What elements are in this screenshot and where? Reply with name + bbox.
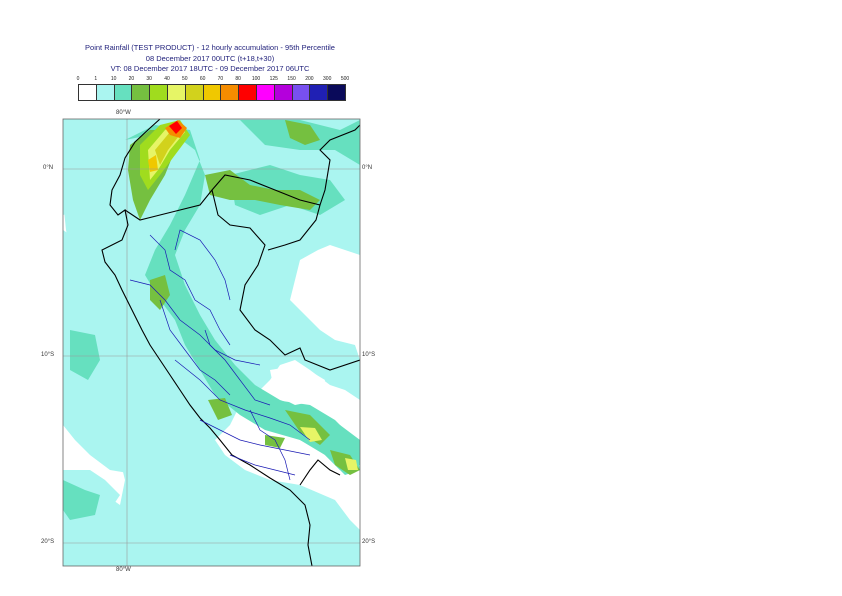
legend-threshold-label: 500 — [340, 76, 350, 82]
legend-threshold-label: 200 — [305, 76, 314, 82]
lat-label-left-10: 10°S — [41, 352, 55, 358]
legend-threshold-label: 0 — [76, 76, 80, 82]
graticule — [63, 119, 360, 566]
legend-threshold-label: 300 — [323, 76, 332, 82]
legend-threshold-label: 10 — [110, 76, 117, 82]
lat-label-right-20: 20°S — [362, 539, 376, 545]
legend-threshold-label: 70 — [217, 76, 224, 82]
legend-threshold-label: 150 — [287, 76, 296, 82]
title-line-3: VT: 08 December 2017 18UTC - 09 December… — [110, 64, 310, 73]
coastline-borders — [101, 119, 360, 566]
title-line-2: 08 December 2017 00UTC (t+18,t+30) — [145, 54, 275, 63]
rainfall-fields — [63, 119, 360, 566]
lon-label-top: 80°W — [116, 110, 131, 116]
region-boundaries — [129, 229, 311, 481]
legend-threshold-label: 100 — [251, 76, 261, 82]
title-line-1: Point Rainfall (TEST PRODUCT) - 12 hourl… — [85, 43, 335, 52]
legend-threshold-label: 60 — [199, 76, 206, 82]
lon-label-bottom: 80°W — [116, 567, 131, 573]
lat-label-right-0: 0°N — [362, 165, 373, 171]
legend-threshold-label: 125 — [269, 76, 278, 82]
legend-threshold-label: 80 — [235, 76, 241, 82]
lat-label-right-10: 10°S — [362, 352, 376, 358]
legend-threshold-label: 50 — [182, 76, 188, 82]
legend-threshold-label: 20 — [128, 76, 135, 82]
legend-threshold-label: 40 — [164, 76, 170, 82]
legend-threshold-label: 1 — [94, 76, 98, 82]
lat-label-left-20: 20°S — [41, 539, 55, 545]
legend-threshold-label: 30 — [146, 76, 152, 82]
lat-label-left-0: 0°N — [43, 165, 54, 171]
legend-color-swatch — [327, 84, 346, 101]
